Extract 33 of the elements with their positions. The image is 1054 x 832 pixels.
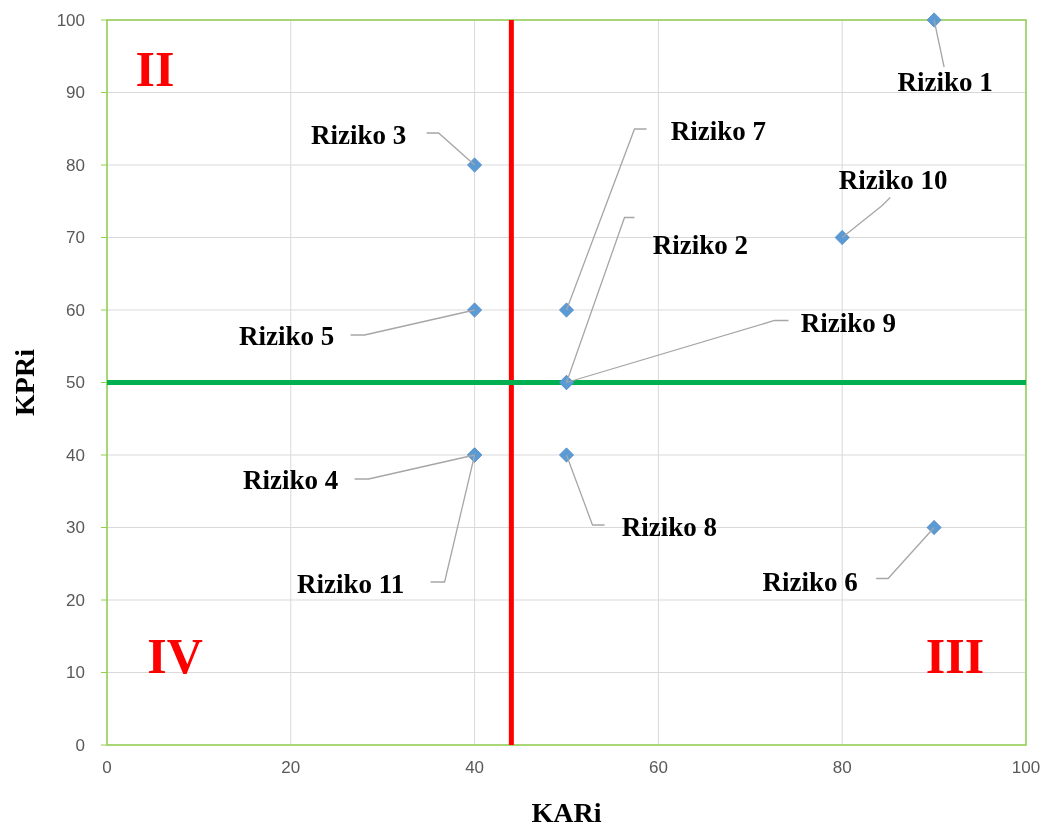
y-tick-label: 30: [66, 518, 85, 538]
y-tick-label: 40: [66, 445, 85, 465]
x-tick-label: 60: [648, 758, 668, 777]
annotation: Riziko 2: [652, 229, 749, 260]
annotation: Riziko 9: [800, 307, 897, 338]
y-tick-label: 100: [56, 10, 85, 30]
y-tick-label: 50: [66, 373, 85, 393]
x-axis-title: KARi: [531, 797, 602, 828]
annotation: Riziko 10: [838, 164, 948, 195]
annotation: Riziko 5: [238, 321, 335, 352]
annotation: Riziko 7: [670, 116, 767, 147]
y-tick-label: 70: [66, 228, 85, 248]
annotation: Riziko 11: [296, 569, 405, 600]
annotation: IV: [147, 627, 203, 684]
y-tick-label: 10: [66, 663, 85, 683]
annotation: Riziko 4: [242, 465, 339, 496]
x-tick-label: 40: [465, 758, 485, 777]
annotation: II: [135, 40, 175, 97]
x-tick-label: 0: [102, 758, 112, 777]
y-tick-label: 20: [66, 590, 85, 610]
y-tick-label: 0: [75, 735, 85, 755]
annotation: Riziko 1: [897, 67, 993, 98]
y-axis-title: KPRi: [9, 348, 40, 416]
y-tick-label: 80: [66, 155, 85, 175]
annotation: Riziko 8: [621, 512, 718, 543]
x-tick-label: 80: [832, 758, 852, 777]
y-tick-label: 90: [66, 83, 85, 103]
x-tick-label: 100: [1011, 758, 1041, 777]
x-tick-label: 20: [281, 758, 301, 777]
annotation: III: [925, 627, 985, 684]
annotation: Riziko 3: [310, 120, 407, 151]
y-tick-label: 60: [66, 300, 85, 320]
annotation: Riziko 6: [762, 566, 858, 597]
